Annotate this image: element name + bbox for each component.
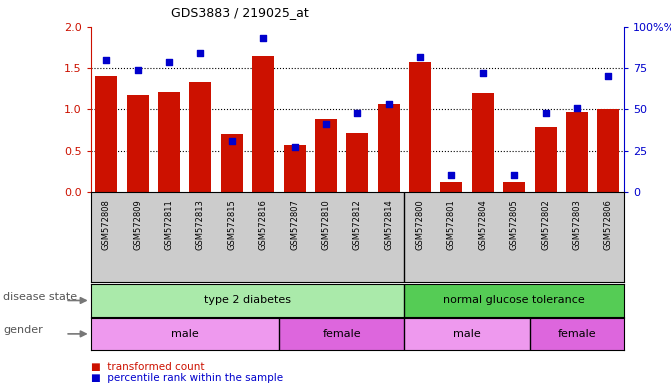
Bar <box>284 145 305 192</box>
Bar <box>378 104 400 192</box>
Bar <box>95 76 117 192</box>
Point <box>289 144 300 151</box>
Point <box>383 101 394 108</box>
Text: ■  percentile rank within the sample: ■ percentile rank within the sample <box>91 373 282 383</box>
Bar <box>127 95 149 192</box>
Text: male: male <box>453 329 481 339</box>
Text: normal glucose tolerance: normal glucose tolerance <box>444 295 585 306</box>
Point <box>101 57 111 63</box>
Point <box>226 138 237 144</box>
Text: GSM572803: GSM572803 <box>572 199 582 250</box>
Text: GSM572802: GSM572802 <box>541 199 550 250</box>
Bar <box>472 93 494 192</box>
Text: female: female <box>322 329 361 339</box>
Text: GSM572815: GSM572815 <box>227 199 236 250</box>
Point <box>258 35 268 41</box>
Point <box>164 58 174 65</box>
Text: GSM572813: GSM572813 <box>196 199 205 250</box>
Text: female: female <box>558 329 597 339</box>
Point <box>540 110 551 116</box>
Point <box>572 105 582 111</box>
Bar <box>315 119 337 192</box>
Point <box>446 172 457 179</box>
Bar <box>409 61 431 192</box>
Bar <box>530 318 624 350</box>
Point <box>478 70 488 76</box>
Text: GSM572812: GSM572812 <box>353 199 362 250</box>
Bar <box>158 92 180 192</box>
Point <box>132 67 143 73</box>
Bar <box>346 133 368 192</box>
Text: GSM572800: GSM572800 <box>415 199 425 250</box>
Text: GSM572810: GSM572810 <box>321 199 330 250</box>
Bar <box>91 318 279 350</box>
Text: disease state: disease state <box>3 291 77 302</box>
Text: GSM572816: GSM572816 <box>258 199 268 250</box>
Bar <box>189 82 211 192</box>
Point <box>603 73 614 79</box>
Bar <box>503 182 525 192</box>
Bar <box>221 134 243 192</box>
Text: GSM572809: GSM572809 <box>133 199 142 250</box>
Bar <box>91 284 405 317</box>
Bar <box>597 109 619 192</box>
Text: GDS3883 / 219025_at: GDS3883 / 219025_at <box>171 6 309 19</box>
Point <box>415 53 425 60</box>
Text: type 2 diabetes: type 2 diabetes <box>204 295 291 306</box>
Text: GSM572811: GSM572811 <box>164 199 174 250</box>
Point <box>321 121 331 127</box>
Text: GSM572805: GSM572805 <box>510 199 519 250</box>
Text: GSM572804: GSM572804 <box>478 199 487 250</box>
Text: ■  transformed count: ■ transformed count <box>91 362 204 372</box>
Point <box>195 50 206 56</box>
Bar <box>405 318 530 350</box>
Text: male: male <box>171 329 199 339</box>
Text: GSM572808: GSM572808 <box>102 199 111 250</box>
Point <box>509 172 519 179</box>
Text: gender: gender <box>3 325 43 335</box>
Point <box>352 110 362 116</box>
Bar <box>252 56 274 192</box>
Text: GSM572806: GSM572806 <box>604 199 613 250</box>
Bar <box>566 112 588 192</box>
Bar <box>440 182 462 192</box>
Text: GSM572814: GSM572814 <box>384 199 393 250</box>
Bar <box>279 318 405 350</box>
Text: GSM572801: GSM572801 <box>447 199 456 250</box>
Bar <box>405 284 624 317</box>
Bar <box>535 127 556 192</box>
Text: GSM572807: GSM572807 <box>290 199 299 250</box>
